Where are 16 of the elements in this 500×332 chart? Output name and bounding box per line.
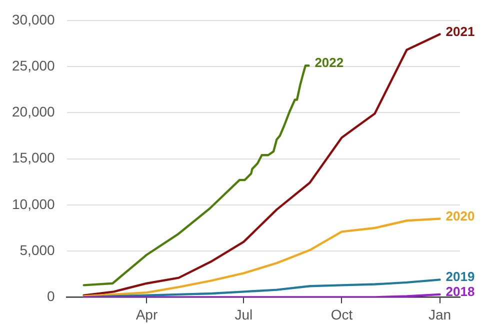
series-label: 2020 <box>446 208 475 224</box>
x-tick-label: Oct <box>330 306 353 322</box>
y-tick-label: 10,000 <box>12 196 56 212</box>
x-tick-label: Jul <box>234 306 253 322</box>
y-tick-label: 5,000 <box>20 242 56 258</box>
y-tick-label: 0 <box>47 288 56 304</box>
series-label: 2019 <box>446 269 475 284</box>
series-label: 2021 <box>446 24 475 39</box>
x-tick-label: Jan <box>428 306 452 322</box>
x-tick-label: Apr <box>136 306 158 322</box>
y-tick-label: 15,000 <box>12 150 56 166</box>
series-label: 2018 <box>446 284 475 300</box>
y-tick-label: 30,000 <box>12 11 56 28</box>
y-tick-label: 25,000 <box>12 57 56 74</box>
y-tick-label: 20,000 <box>12 104 56 120</box>
series-label: 2022 <box>314 55 344 70</box>
